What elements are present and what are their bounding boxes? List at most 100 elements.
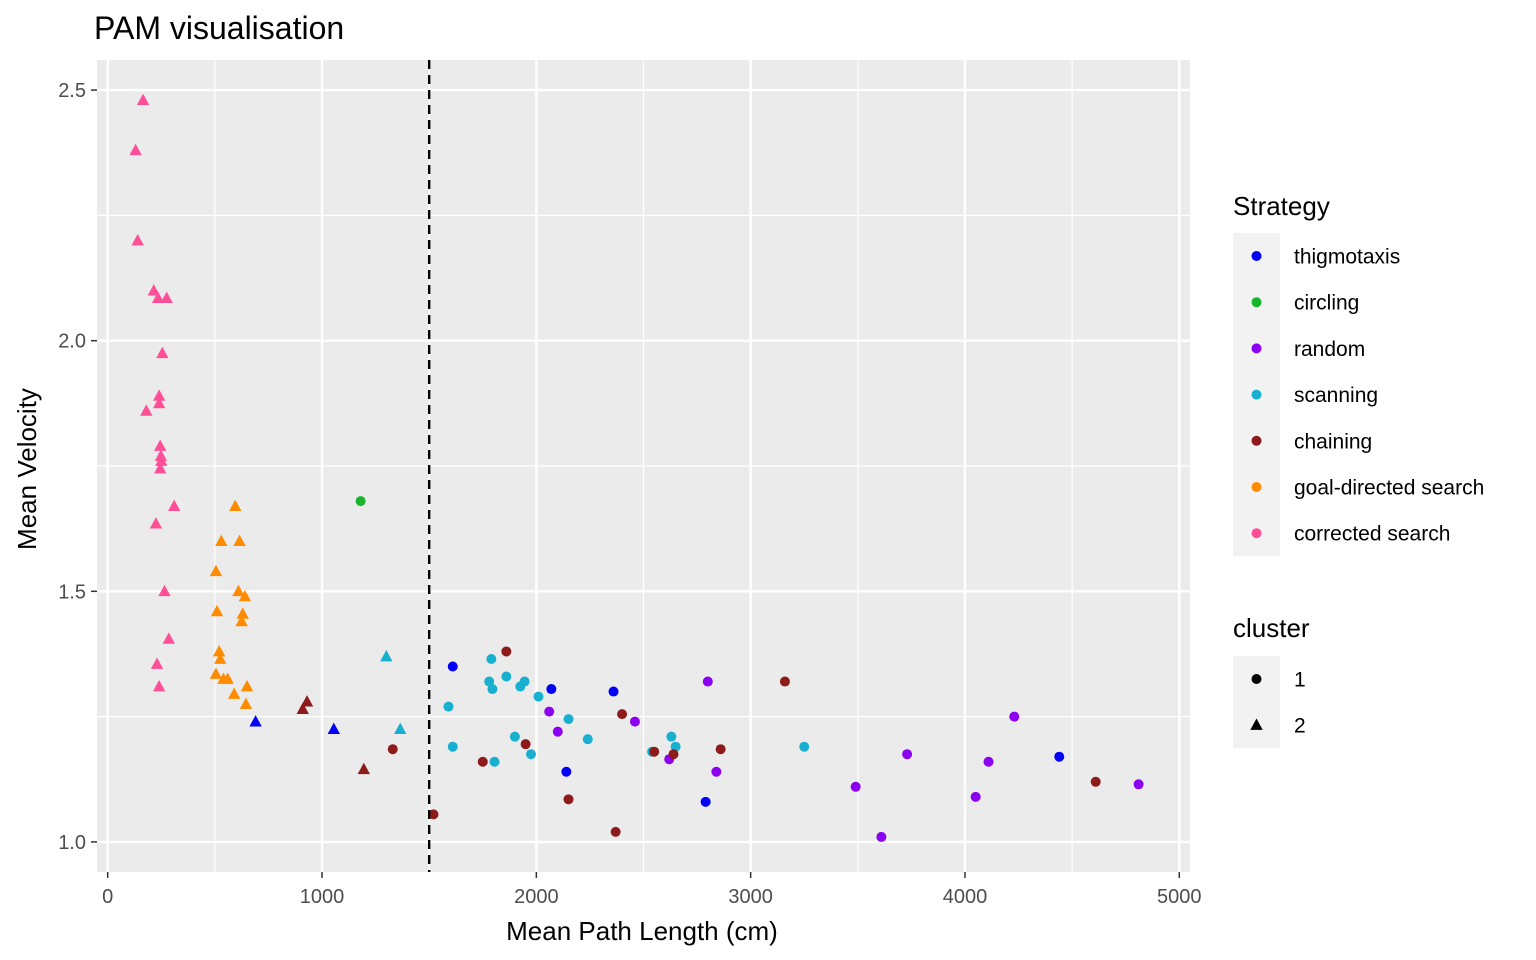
x-tick-label: 0: [102, 886, 113, 908]
data-point-chaining: [649, 746, 660, 757]
data-point-goal-directed-search: [229, 499, 242, 511]
data-point-goal-directed-search: [214, 652, 227, 664]
data-point-thigmotaxis: [608, 686, 619, 697]
cluster-legend-keys: [1233, 656, 1280, 748]
data-point-corrected-search: [155, 454, 168, 466]
data-point-scanning: [394, 722, 407, 735]
data-point-chaining: [610, 826, 621, 837]
data-point-corrected-search: [140, 404, 153, 416]
x-tick-label: 5000: [1157, 886, 1202, 908]
data-point-chaining: [520, 739, 531, 750]
data-point-random: [1009, 711, 1020, 722]
data-point-goal-directed-search: [238, 589, 252, 602]
x-tick-label: 2000: [514, 886, 559, 908]
legend-label-random: random: [1294, 338, 1365, 361]
data-point-goal-directed-search: [210, 604, 224, 617]
data-point-goal-directed-search: [240, 680, 254, 692]
data-point-goal-directed-search: [233, 534, 246, 547]
y-tick-label: 1.0: [58, 832, 86, 854]
data-point-chaining: [428, 809, 439, 820]
data-point-random: [629, 716, 640, 727]
data-point-chaining: [296, 702, 309, 714]
legend-key-cluster-2: [1250, 718, 1263, 730]
data-point-goal-directed-search: [212, 644, 226, 657]
legend-label-goal-directed-search: goal-directed search: [1294, 477, 1484, 500]
x-tick-label: 3000: [728, 886, 773, 908]
data-point-scanning: [533, 691, 544, 702]
data-point-scanning: [447, 741, 458, 752]
data-point-scanning: [563, 714, 574, 725]
data-point-scanning: [799, 741, 810, 752]
data-point-scanning: [509, 731, 520, 742]
y-tick-label: 2.5: [58, 80, 86, 102]
data-point-corrected-search: [154, 449, 168, 461]
data-point-chaining: [668, 749, 679, 760]
legend-label-corrected-search: corrected search: [1294, 523, 1450, 546]
data-point-scanning: [484, 676, 495, 687]
data-point-chaining: [387, 744, 398, 755]
data-point-random: [702, 676, 713, 687]
major-gridlines: [97, 60, 1190, 872]
data-point-corrected-search: [152, 680, 166, 692]
legend-label-chaining: chaining: [1294, 430, 1372, 453]
cluster-legend-title: cluster: [1233, 613, 1310, 643]
legend-label-cluster-2: 2: [1294, 715, 1306, 738]
data-point-scanning: [525, 749, 536, 760]
data-point-goal-directed-search: [221, 672, 234, 684]
data-point-chaining: [617, 709, 628, 720]
data-point-goal-directed-search: [235, 614, 248, 627]
data-point-corrected-search: [154, 439, 167, 451]
cluster-legend: cluster 1 2: [1233, 613, 1310, 748]
data-point-chaining: [779, 676, 790, 687]
data-point-chaining: [501, 646, 512, 657]
legend-key-corrected-search: [1251, 528, 1262, 539]
data-point-goal-directed-search: [239, 697, 253, 709]
legend-key-chaining: [1251, 435, 1262, 446]
legend-key-goal-directed-search: [1251, 482, 1262, 492]
legend-key-thigmotaxis: [1251, 251, 1262, 261]
data-point-corrected-search: [136, 93, 150, 105]
data-point-random: [1133, 779, 1144, 790]
strategy-legend-title: Strategy: [1233, 191, 1330, 221]
data-point-random: [850, 781, 861, 792]
data-point-scanning: [666, 731, 677, 742]
data-point-scanning: [501, 671, 512, 682]
data-point-random: [970, 791, 981, 802]
legend-key-random: [1251, 343, 1262, 354]
y-axis: 1.0 1.5 2.0 2.5: [58, 80, 97, 854]
data-point-corrected-search: [152, 389, 166, 401]
data-point-chaining: [477, 756, 488, 767]
data-point-thigmotaxis: [1054, 751, 1065, 762]
x-tick-label: 4000: [943, 886, 988, 908]
data-point-corrected-search: [151, 291, 165, 303]
data-point-scanning: [380, 649, 393, 662]
data-point-chaining: [357, 762, 370, 775]
legend-key-circling: [1251, 297, 1262, 308]
data-point-random: [876, 831, 887, 842]
data-point-random: [983, 756, 994, 767]
x-axis: 0 1000 2000 3000 4000 5000: [102, 872, 1202, 908]
data-point-thigmotaxis: [447, 661, 458, 672]
data-point-corrected-search: [162, 632, 175, 644]
data-point-thigmotaxis: [249, 715, 262, 727]
data-point-chaining: [300, 695, 314, 707]
data-point-goal-directed-search: [209, 667, 223, 679]
data-point-scanning: [443, 701, 454, 712]
data-point-scanning: [582, 734, 593, 745]
data-point-corrected-search: [160, 291, 173, 303]
y-tick-label: 1.5: [58, 581, 86, 603]
data-point-scanning: [487, 684, 498, 695]
data-point-random: [711, 766, 722, 777]
data-point-random: [902, 749, 913, 760]
legend-label-thigmotaxis: thigmotaxis: [1294, 246, 1400, 269]
y-tick-label: 2.0: [58, 331, 86, 353]
data-point-scanning: [670, 741, 681, 752]
data-point-corrected-search: [167, 499, 181, 511]
data-point-corrected-search: [154, 462, 167, 474]
data-point-corrected-search: [150, 657, 164, 669]
data-point-corrected-search: [158, 584, 171, 597]
data-point-chaining: [715, 744, 726, 755]
x-axis-title: Mean Path Length (cm): [506, 916, 778, 946]
data-point-random: [552, 726, 563, 737]
